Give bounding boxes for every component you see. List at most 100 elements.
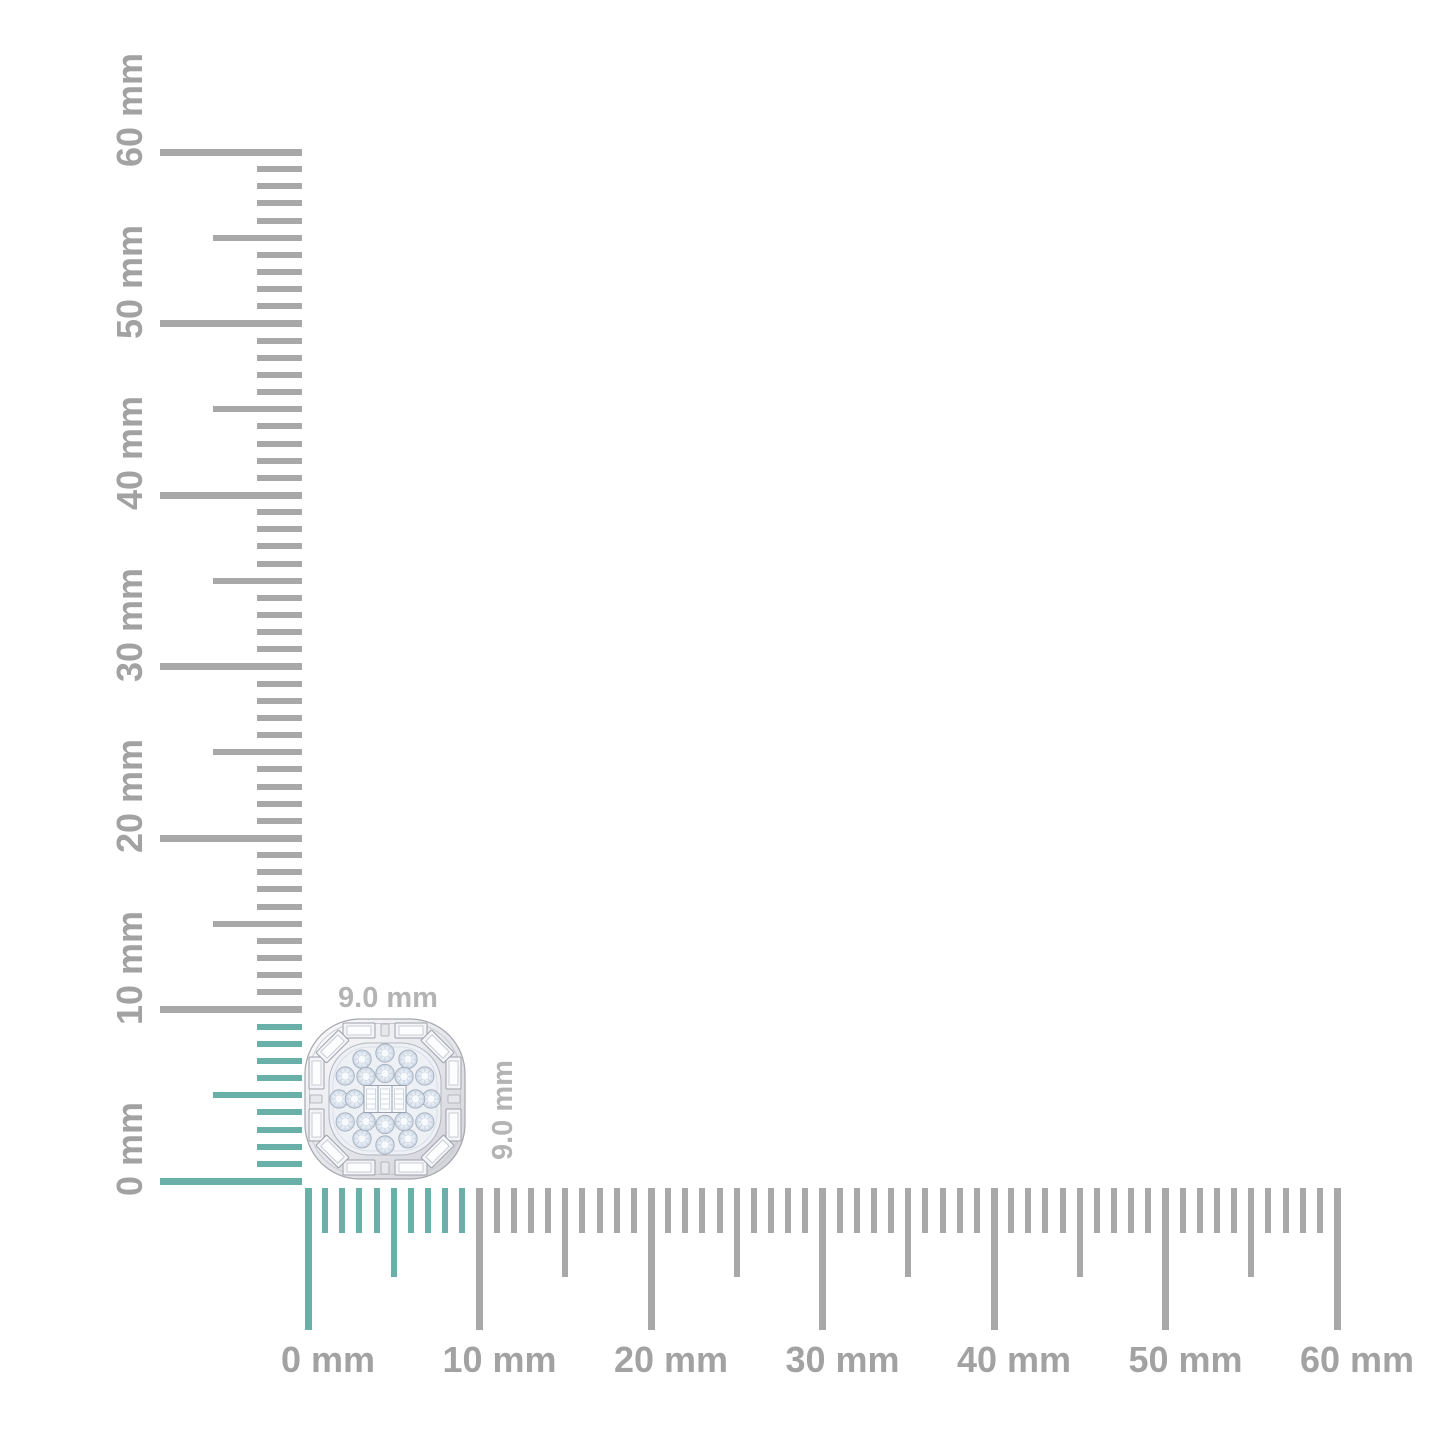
horizontal-ruler-tick <box>956 1188 963 1233</box>
vertical-ruler-tick <box>257 457 302 464</box>
horizontal-ruler-label: 60 mm <box>1299 1339 1415 1380</box>
horizontal-ruler-tick <box>1179 1188 1186 1233</box>
horizontal-ruler-tick <box>630 1188 637 1233</box>
horizontal-ruler-tick <box>939 1188 946 1233</box>
vertical-ruler-tick <box>257 543 302 550</box>
horizontal-ruler-tick-highlighted <box>304 1188 312 1330</box>
horizontal-ruler-tick <box>699 1188 706 1233</box>
horizontal-ruler-label: 40 mm <box>956 1339 1072 1380</box>
diamond-stud-earring-image <box>304 1018 466 1180</box>
horizontal-ruler-tick <box>510 1188 517 1233</box>
horizontal-ruler-tick <box>545 1188 552 1233</box>
horizontal-ruler-tick-highlighted <box>459 1188 466 1233</box>
horizontal-ruler-tick <box>870 1188 877 1233</box>
horizontal-ruler-tick-highlighted <box>407 1188 414 1233</box>
vertical-ruler-tick <box>160 834 302 842</box>
horizontal-ruler-tick <box>476 1188 483 1330</box>
horizontal-ruler-tick <box>802 1188 809 1233</box>
horizontal-ruler-label: 10 mm <box>442 1339 557 1380</box>
vertical-ruler-tick <box>257 680 302 687</box>
horizontal-ruler-tick <box>1316 1188 1323 1233</box>
vertical-ruler-tick <box>257 886 302 893</box>
horizontal-ruler-tick-highlighted <box>339 1188 346 1233</box>
vertical-ruler-tick <box>257 166 302 173</box>
vertical-ruler-tick <box>257 286 302 293</box>
vertical-ruler-tick <box>160 148 302 156</box>
vertical-ruler-tick <box>257 800 302 807</box>
vertical-ruler-tick <box>257 646 302 653</box>
vertical-ruler-tick-highlighted <box>160 1177 302 1185</box>
vertical-ruler-label: 30 mm <box>109 567 150 682</box>
horizontal-ruler-tick <box>733 1188 740 1277</box>
vertical-ruler-tick <box>213 406 302 413</box>
halo-baguettes <box>308 1022 462 1176</box>
vertical-ruler-tick <box>160 491 302 499</box>
horizontal-ruler-tick <box>922 1188 929 1233</box>
vertical-ruler-label: 50 mm <box>109 224 150 339</box>
vertical-ruler-tick-highlighted <box>257 1109 302 1116</box>
vertical-ruler-tick <box>257 612 302 619</box>
vertical-ruler-tick <box>257 955 302 962</box>
vertical-ruler-tick-highlighted <box>257 1075 302 1082</box>
horizontal-ruler-tick <box>836 1188 843 1233</box>
vertical-ruler-tick <box>213 234 302 241</box>
horizontal-ruler-tick <box>1076 1188 1083 1277</box>
vertical-ruler-label: 20 mm <box>109 738 150 853</box>
vertical-ruler-tick <box>257 972 302 979</box>
horizontal-ruler-label: 20 mm <box>613 1339 729 1380</box>
horizontal-ruler-tick <box>1008 1188 1015 1233</box>
vertical-ruler-tick <box>257 714 302 721</box>
vertical-ruler-tick <box>257 509 302 516</box>
horizontal-ruler-tick <box>1111 1188 1118 1233</box>
horizontal-ruler-tick <box>1162 1188 1169 1330</box>
vertical-ruler-tick <box>257 869 302 876</box>
vertical-ruler-tick <box>257 766 302 773</box>
vertical-ruler-tick <box>257 594 302 601</box>
vertical-ruler-label: 40 mm <box>109 395 150 510</box>
center-baguettes <box>363 1085 407 1113</box>
vertical-ruler-tick <box>257 440 302 447</box>
horizontal-ruler-tick <box>682 1188 689 1233</box>
vertical-ruler-tick <box>257 937 302 944</box>
horizontal-ruler-tick <box>990 1188 998 1330</box>
horizontal-ruler-tick <box>579 1188 586 1233</box>
horizontal-ruler-tick <box>1042 1188 1049 1233</box>
vertical-ruler-tick <box>257 817 302 824</box>
horizontal-ruler-tick <box>562 1188 569 1277</box>
horizontal-ruler-tick <box>527 1188 534 1233</box>
vertical-ruler-tick-highlighted <box>257 1160 302 1167</box>
horizontal-ruler-tick <box>1333 1188 1341 1330</box>
vertical-ruler-tick <box>257 200 302 207</box>
horizontal-ruler-tick-highlighted <box>373 1188 380 1233</box>
vertical-ruler-label: 60 mm <box>109 52 150 167</box>
horizontal-ruler-tick <box>768 1188 775 1233</box>
horizontal-ruler-label: 0 mm <box>280 1339 376 1380</box>
horizontal-ruler-tick <box>716 1188 723 1233</box>
horizontal-ruler-tick <box>647 1188 655 1330</box>
vertical-ruler-tick <box>257 183 302 190</box>
vertical-ruler-tick <box>257 269 302 276</box>
vertical-ruler-tick <box>257 389 302 396</box>
vertical-ruler-tick <box>257 852 302 859</box>
horizontal-ruler-tick <box>1299 1188 1306 1233</box>
horizontal-ruler-tick <box>973 1188 980 1233</box>
vertical-ruler-tick <box>257 732 302 739</box>
vertical-ruler-tick <box>257 474 302 481</box>
horizontal-ruler-tick <box>888 1188 895 1233</box>
horizontal-ruler-tick <box>819 1188 826 1330</box>
horizontal-ruler-tick <box>613 1188 620 1233</box>
horizontal-ruler-tick <box>1265 1188 1272 1233</box>
vertical-ruler-tick <box>257 423 302 430</box>
vertical-ruler-tick-highlighted <box>257 1023 302 1030</box>
width-dimension-label: 9.0 mm <box>338 982 438 1014</box>
vertical-ruler-tick <box>257 629 302 636</box>
horizontal-ruler-tick <box>785 1188 792 1233</box>
horizontal-ruler-tick <box>853 1188 860 1233</box>
horizontal-ruler-tick <box>1248 1188 1255 1277</box>
vertical-ruler-tick <box>257 217 302 224</box>
horizontal-ruler-label: 30 mm <box>785 1339 900 1380</box>
vertical-ruler-tick <box>257 989 302 996</box>
horizontal-ruler-tick <box>1231 1188 1238 1233</box>
vertical-ruler-tick <box>257 526 302 533</box>
